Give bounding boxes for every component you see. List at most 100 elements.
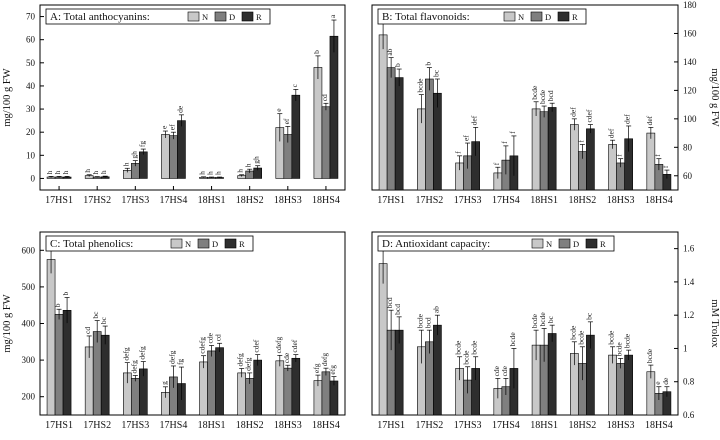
significance-label: h bbox=[121, 162, 130, 166]
significance-label: h bbox=[214, 171, 223, 175]
x-tick-label: 17HS4 bbox=[160, 420, 188, 431]
y-tick-label: 20 bbox=[26, 127, 36, 137]
significance-label: gh bbox=[129, 151, 138, 159]
significance-label: b bbox=[53, 303, 62, 307]
legend-swatch-r bbox=[241, 11, 254, 22]
significance-label: efg bbox=[312, 363, 321, 373]
bar-r bbox=[62, 310, 72, 416]
legend-label-d: D bbox=[545, 12, 551, 22]
significance-label: ef bbox=[282, 118, 291, 124]
chart-title: D: Antioxidant capacity: bbox=[382, 238, 490, 250]
y-tick-label: 140 bbox=[683, 57, 697, 67]
bar-d bbox=[425, 78, 434, 191]
legend-swatch-n bbox=[503, 11, 516, 22]
bar-r bbox=[433, 92, 442, 191]
bar-d bbox=[321, 371, 331, 416]
bar-r bbox=[329, 380, 339, 416]
significance-label: defg bbox=[129, 360, 138, 374]
bar-n bbox=[237, 372, 246, 416]
chart-c: 200 300 400 500 600 mg/100 g FW 17HS1 17HS2 17HS… bbox=[2, 231, 346, 431]
x-tick-label: 17HS2 bbox=[83, 420, 111, 431]
bar-n bbox=[531, 108, 541, 191]
plot-frame bbox=[39, 4, 346, 191]
x-tick-label: 18HS4 bbox=[645, 195, 673, 206]
x-tick-label: 18HS4 bbox=[645, 420, 673, 431]
significance-label: h bbox=[53, 170, 62, 174]
significance-label: h bbox=[244, 163, 253, 167]
significance-label: def bbox=[623, 114, 632, 124]
y-tick-label: 300 bbox=[22, 355, 36, 365]
significance-label: bcd bbox=[393, 304, 402, 315]
legend-swatch-n bbox=[187, 11, 200, 22]
x-tick-label: 18HS2 bbox=[236, 420, 264, 431]
bar-r bbox=[586, 128, 595, 191]
significance-label: f bbox=[508, 131, 517, 134]
significance-label: cdef bbox=[584, 109, 593, 122]
significance-label: de bbox=[661, 377, 670, 385]
significance-label: bcde bbox=[462, 350, 471, 365]
chart-title: A: Total anthocyanins: bbox=[50, 11, 150, 23]
legend-swatch-d bbox=[197, 238, 210, 249]
x-tick-label: 18HS1 bbox=[530, 420, 558, 431]
bar-r bbox=[291, 357, 301, 416]
significance-label: cde bbox=[492, 365, 501, 376]
bar-n bbox=[378, 34, 388, 191]
significance-label: fg bbox=[137, 141, 146, 147]
significance-label: cd bbox=[214, 334, 223, 341]
bar-r bbox=[177, 120, 186, 179]
chart-d: 0.6 0.8 1 1.2 1.4 1.6 mM Trolox 17HS1 17HS2 17HS3… bbox=[371, 231, 720, 431]
x-tick-label: 18HS1 bbox=[530, 195, 558, 206]
significance-label: defg bbox=[236, 353, 245, 367]
y-tick-label: 10 bbox=[26, 150, 36, 160]
legend-label-n: N bbox=[518, 12, 524, 22]
significance-label: f bbox=[653, 154, 662, 157]
significance-label: bcde bbox=[415, 313, 424, 328]
significance-label: gh bbox=[252, 156, 261, 164]
significance-label: h bbox=[206, 171, 215, 175]
y-tick-label: 50 bbox=[26, 58, 36, 68]
x-tick-label: 18HS1 bbox=[198, 420, 226, 431]
significance-label: c bbox=[290, 83, 299, 87]
significance-label: def bbox=[470, 115, 479, 125]
legend-swatch-d bbox=[558, 238, 571, 249]
bar-d bbox=[283, 367, 293, 416]
x-tick-label: 17HS3 bbox=[454, 195, 482, 206]
chart-title: C: Total phenolics: bbox=[50, 238, 133, 250]
significance-label: b bbox=[61, 292, 70, 296]
legend-box bbox=[377, 235, 615, 252]
y-axis-label: mg/100 g FW bbox=[709, 68, 720, 126]
legend-label-d: D bbox=[229, 12, 235, 22]
significance-label: bcde bbox=[576, 330, 585, 345]
x-tick-label: 18HS2 bbox=[568, 195, 596, 206]
bar-d bbox=[321, 106, 331, 179]
significance-label: cdef bbox=[290, 339, 299, 352]
legend-swatch-r bbox=[557, 11, 570, 22]
significance-label: def bbox=[568, 107, 577, 117]
significance-label: h bbox=[61, 170, 70, 174]
significance-label: e bbox=[653, 381, 662, 385]
legend-swatch-n bbox=[170, 238, 183, 249]
significance-label: bcd bbox=[423, 317, 432, 328]
significance-label: bc bbox=[99, 316, 108, 324]
significance-label: f bbox=[454, 151, 463, 154]
significance-label: f bbox=[615, 154, 624, 157]
bar-n bbox=[608, 144, 617, 191]
x-tick-label: 17HS1 bbox=[45, 195, 73, 206]
significance-label: bcd bbox=[385, 297, 394, 308]
significance-label: ab bbox=[385, 48, 394, 55]
bar-d bbox=[616, 363, 625, 416]
bar-r bbox=[624, 354, 633, 416]
bar-r bbox=[329, 35, 339, 179]
y-tick-label: 1.4 bbox=[683, 277, 695, 287]
significance-label: b bbox=[393, 63, 402, 67]
significance-label: bcde bbox=[568, 325, 577, 340]
legend-label-n: N bbox=[546, 239, 552, 249]
significance-label: e bbox=[159, 125, 168, 129]
x-tick-label: 18HS3 bbox=[607, 420, 635, 431]
significance-label: h bbox=[99, 170, 108, 174]
significance-label: bc bbox=[91, 311, 100, 319]
y-tick-label: 1 bbox=[683, 343, 688, 353]
x-tick-label: 18HS2 bbox=[236, 195, 264, 206]
bar-d bbox=[131, 378, 140, 416]
significance-label: defg bbox=[244, 357, 253, 371]
